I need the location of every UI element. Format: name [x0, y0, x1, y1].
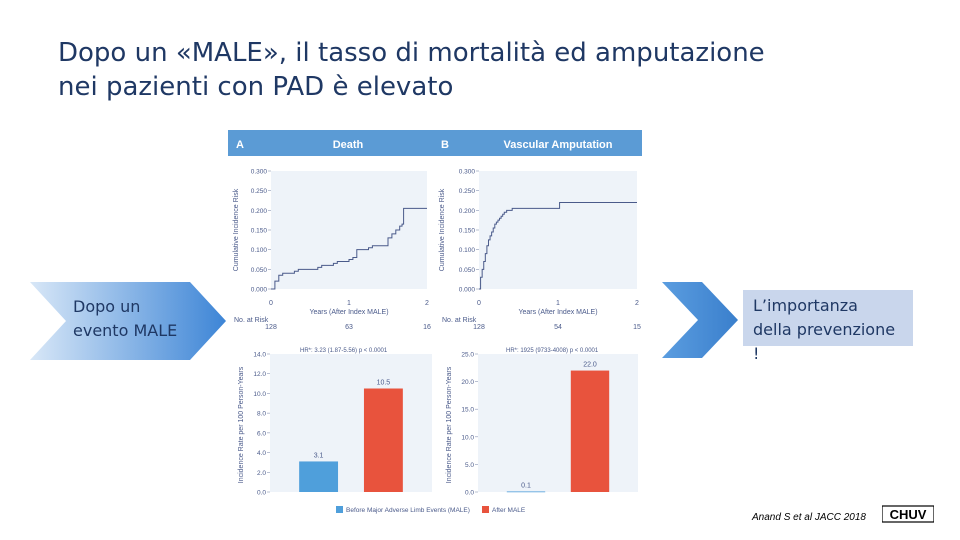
kmB-at-risk-value: 128: [473, 324, 485, 331]
barB-bar: [570, 370, 610, 492]
svg-text:CHUV: CHUV: [890, 507, 927, 522]
panel-a-title: Death: [333, 139, 364, 151]
legend-after-swatch: [482, 506, 489, 513]
barB-bar-value-label: 0.1: [521, 482, 531, 489]
km-b-hr-text: HR*: 1925 (9733-4008) p < 0.0001: [506, 348, 599, 354]
slide-title: Dopo un «MALE», il tasso di mortalità ed…: [58, 36, 818, 104]
kmA-ytick-label: 0.150: [251, 228, 268, 235]
kmA-ytick-label: 0.250: [251, 188, 268, 195]
kmA-at-risk-value: 16: [423, 324, 431, 331]
barB-ytick-label: 20.0: [461, 379, 474, 386]
km-b-at-risk-label: No. at Risk: [442, 317, 477, 324]
right-arrow: [662, 282, 738, 358]
right-label-box: [743, 290, 913, 346]
legend-before-label: Before Major Adverse Limb Events (MALE): [346, 507, 470, 514]
barB-bar: [506, 491, 546, 493]
right-label-line-2: della prevenzione: [753, 320, 896, 339]
km-a-hr-text: HR*: 3.23 (1.87-5.56) p < 0.0001: [300, 348, 388, 354]
figure-svg: A Death B Vascular Amputation Cumulative…: [228, 130, 642, 514]
chevron-shape: [30, 282, 226, 360]
bar-b-ylabel: Incidence Rate per 100 Person-Years: [446, 366, 453, 483]
chuv-logo: CHUV: [881, 500, 935, 526]
legend-after-label: After MALE: [492, 507, 526, 514]
barA-ytick-label: 2.0: [257, 470, 266, 477]
barB-bar-value-label: 22.0: [583, 362, 597, 369]
barA-ytick-label: 14.0: [253, 352, 266, 359]
left-label: Dopo un evento MALE: [73, 295, 177, 343]
kmB-ytick-label: 0.250: [459, 188, 476, 195]
kmA-xtick-label: 2: [425, 300, 429, 307]
bar-a-ylabel: Incidence Rate per 100 Person-Years: [238, 366, 245, 483]
barB-ytick-label: 15.0: [461, 407, 474, 414]
kmA-xtick-label: 0: [269, 300, 273, 307]
kmB-at-risk-value: 15: [633, 324, 641, 331]
left-label-line-2: evento MALE: [73, 321, 178, 340]
kmB-ytick-label: 0.300: [459, 169, 476, 176]
figure: A Death B Vascular Amputation Cumulative…: [228, 130, 642, 520]
km-a-series-line: [271, 207, 427, 290]
kmA-at-risk-value: 128: [265, 324, 277, 331]
km-a-ylabel: Cumulative Incidence Risk: [233, 188, 240, 271]
left-label-line-1: Dopo un: [73, 297, 141, 316]
kmB-xtick-label: 1: [556, 300, 560, 307]
bar-b-plot-bg: [478, 354, 638, 492]
km-a-plot-bg: [271, 171, 427, 289]
km-b-xlabel: Years (After Index MALE): [518, 309, 597, 316]
figure-header: [228, 130, 642, 156]
title-line-2: nei pazienti con PAD è elevato: [58, 72, 454, 102]
right-label-line-3: !: [753, 344, 760, 363]
bar-a-plot-bg: [270, 354, 432, 492]
kmA-ytick-label: 0.000: [251, 287, 268, 294]
kmB-ytick-label: 0.050: [459, 267, 476, 274]
kmA-ytick-label: 0.050: [251, 267, 268, 274]
kmB-ytick-label: 0.150: [459, 228, 476, 235]
kmB-ytick-label: 0.200: [459, 208, 476, 215]
legend-before-swatch: [336, 506, 343, 513]
barA-bar-value-label: 3.1: [314, 452, 324, 459]
kmB-xtick-label: 2: [635, 300, 639, 307]
panel-a-letter: A: [236, 139, 244, 151]
citation: Anand S et al JACC 2018: [752, 512, 866, 523]
barB-ytick-label: 5.0: [465, 462, 474, 469]
barA-bar: [363, 388, 403, 492]
barB-ytick-label: 10.0: [461, 434, 474, 441]
right-label-line-1: L’importanza: [753, 296, 858, 315]
barA-bar: [299, 461, 339, 492]
barA-ytick-label: 0.0: [257, 490, 266, 497]
kmB-ytick-label: 0.000: [459, 287, 476, 294]
km-b-plot-bg: [479, 171, 637, 289]
km-a-at-risk-label: No. at Risk: [234, 317, 269, 324]
barA-ytick-label: 10.0: [253, 391, 266, 398]
kmA-ytick-label: 0.100: [251, 247, 268, 254]
barA-ytick-label: 4.0: [257, 450, 266, 457]
km-a-xlabel: Years (After Index MALE): [309, 309, 388, 316]
arrow-shape: [662, 282, 738, 358]
barB-ytick-label: 25.0: [461, 352, 474, 359]
left-chevron: Dopo un evento MALE: [30, 282, 226, 360]
kmA-ytick-label: 0.200: [251, 208, 268, 215]
panel-b-letter: B: [441, 139, 449, 151]
barA-ytick-label: 6.0: [257, 430, 266, 437]
right-label: L’importanza della prevenzione !: [753, 294, 923, 366]
kmA-at-risk-value: 63: [345, 324, 353, 331]
kmA-ytick-label: 0.300: [251, 169, 268, 176]
kmA-xtick-label: 1: [347, 300, 351, 307]
barA-bar-value-label: 10.5: [377, 380, 391, 387]
title-line-1: Dopo un «MALE», il tasso di mortalità ed…: [58, 38, 765, 68]
barA-ytick-label: 12.0: [253, 371, 266, 378]
kmB-at-risk-value: 54: [554, 324, 562, 331]
km-b-series-line: [479, 201, 637, 290]
barB-ytick-label: 0.0: [465, 490, 474, 497]
kmB-xtick-label: 0: [477, 300, 481, 307]
km-b-ylabel: Cumulative Incidence Risk: [439, 188, 446, 271]
panel-b-title: Vascular Amputation: [503, 139, 612, 151]
kmB-ytick-label: 0.100: [459, 247, 476, 254]
barA-ytick-label: 8.0: [257, 411, 266, 418]
